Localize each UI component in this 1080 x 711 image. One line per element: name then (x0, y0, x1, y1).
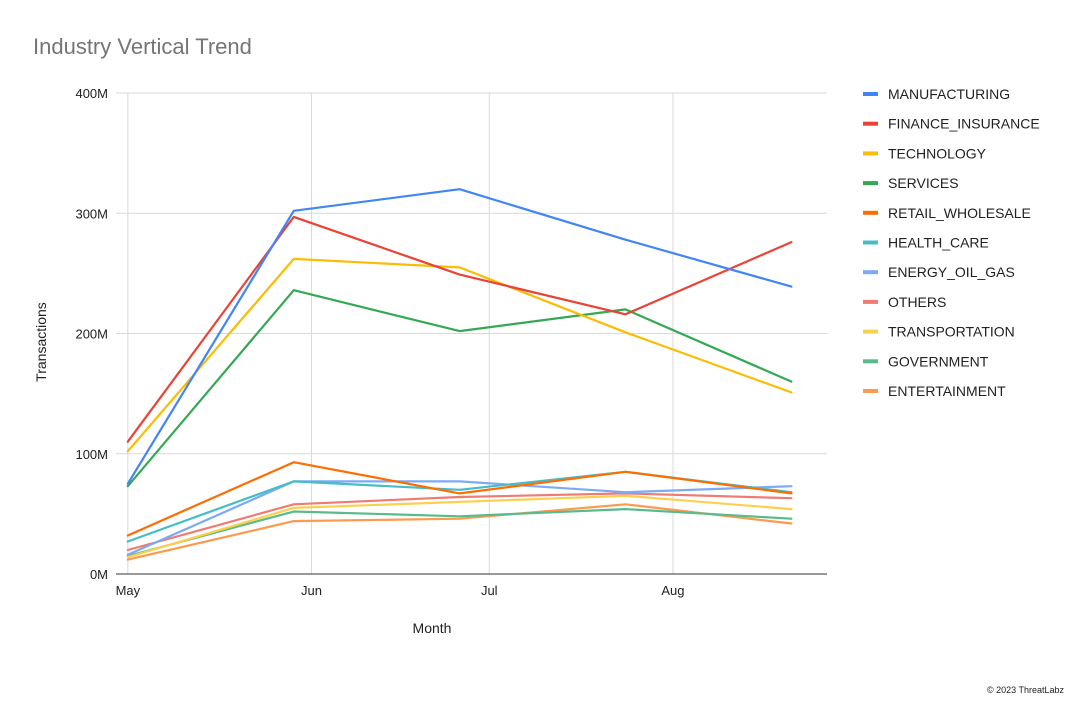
legend-item-transportation: TRANSPORTATION (863, 324, 1015, 340)
legend-item-manufacturing: MANUFACTURING (863, 86, 1010, 102)
legend-label: ENERGY_OIL_GAS (888, 264, 1015, 280)
legend-item-services: SERVICES (863, 175, 959, 191)
legend-swatch (863, 121, 878, 126)
legend-label: GOVERNMENT (888, 353, 989, 369)
copyright-notice: © 2023 ThreatLabz (986, 685, 1064, 695)
series-line-transportation (126, 494, 793, 559)
series-lines (126, 188, 793, 561)
legend-swatch (863, 270, 878, 275)
legend-item-others: OTHERS (863, 294, 946, 310)
x-tick-label: Aug (661, 583, 684, 598)
series-line-entertainment (126, 503, 793, 561)
legend-item-energy-oil-gas: ENERGY_OIL_GAS (863, 264, 1015, 280)
legend-swatch (863, 389, 878, 393)
legend-label: SERVICES (888, 175, 959, 191)
series-line-retail-wholesale (126, 461, 793, 537)
series-line-manufacturing (126, 188, 793, 485)
series-line-technology (126, 257, 793, 453)
legend-swatch (863, 210, 878, 215)
legend-swatch (863, 92, 878, 96)
x-tick-label: Jul (481, 583, 498, 598)
series-line-services (126, 289, 793, 488)
legend-label: FINANCE_INSURANCE (888, 116, 1040, 132)
legend-swatch (863, 299, 878, 304)
legend-swatch (863, 329, 878, 334)
legend: MANUFACTURING FINANCE_INSURANCE TECHNOLOGY… (863, 86, 1040, 399)
legend-item-entertainment: ENTERTAINMENT (863, 383, 1006, 399)
legend-label: RETAIL_WHOLESALE (888, 205, 1031, 221)
chart-title: Industry Vertical Trend (33, 34, 252, 59)
legend-swatch (863, 151, 878, 156)
legend-swatch (863, 181, 878, 186)
y-tick-label: 100M (75, 447, 108, 462)
legend-label: ENTERTAINMENT (888, 383, 1006, 399)
legend-label: HEALTH_CARE (888, 235, 989, 251)
x-axis-title: Month (413, 620, 452, 636)
legend-item-government: GOVERNMENT (863, 353, 989, 369)
legend-label: MANUFACTURING (888, 86, 1010, 102)
legend-item-finance-insurance: FINANCE_INSURANCE (863, 116, 1040, 132)
series-line-others (126, 492, 793, 552)
y-axis-ticks: 0M 100M 200M 300M 400M (75, 86, 108, 582)
legend-label: TRANSPORTATION (888, 324, 1015, 340)
gridlines (116, 92, 827, 574)
y-axis-title: Transactions (33, 302, 49, 382)
y-tick-label: 300M (75, 206, 108, 221)
legend-label: OTHERS (888, 294, 946, 310)
legend-swatch (863, 359, 878, 364)
series-line-finance-insurance (126, 215, 793, 443)
y-tick-label: 200M (75, 327, 108, 342)
y-tick-label: 0M (90, 567, 108, 582)
x-axis-ticks: May Jun Jul Aug (116, 583, 685, 598)
legend-label: TECHNOLOGY (888, 145, 987, 161)
legend-item-health-care: HEALTH_CARE (863, 235, 989, 251)
y-tick-label: 400M (75, 86, 108, 101)
x-tick-label: May (116, 583, 141, 598)
legend-swatch (863, 240, 878, 245)
legend-item-retail-wholesale: RETAIL_WHOLESALE (863, 205, 1031, 221)
series-line-energy-oil-gas (126, 480, 793, 556)
series-line-government (126, 508, 793, 558)
x-tick-label: Jun (301, 583, 322, 598)
legend-item-technology: TECHNOLOGY (863, 145, 987, 161)
